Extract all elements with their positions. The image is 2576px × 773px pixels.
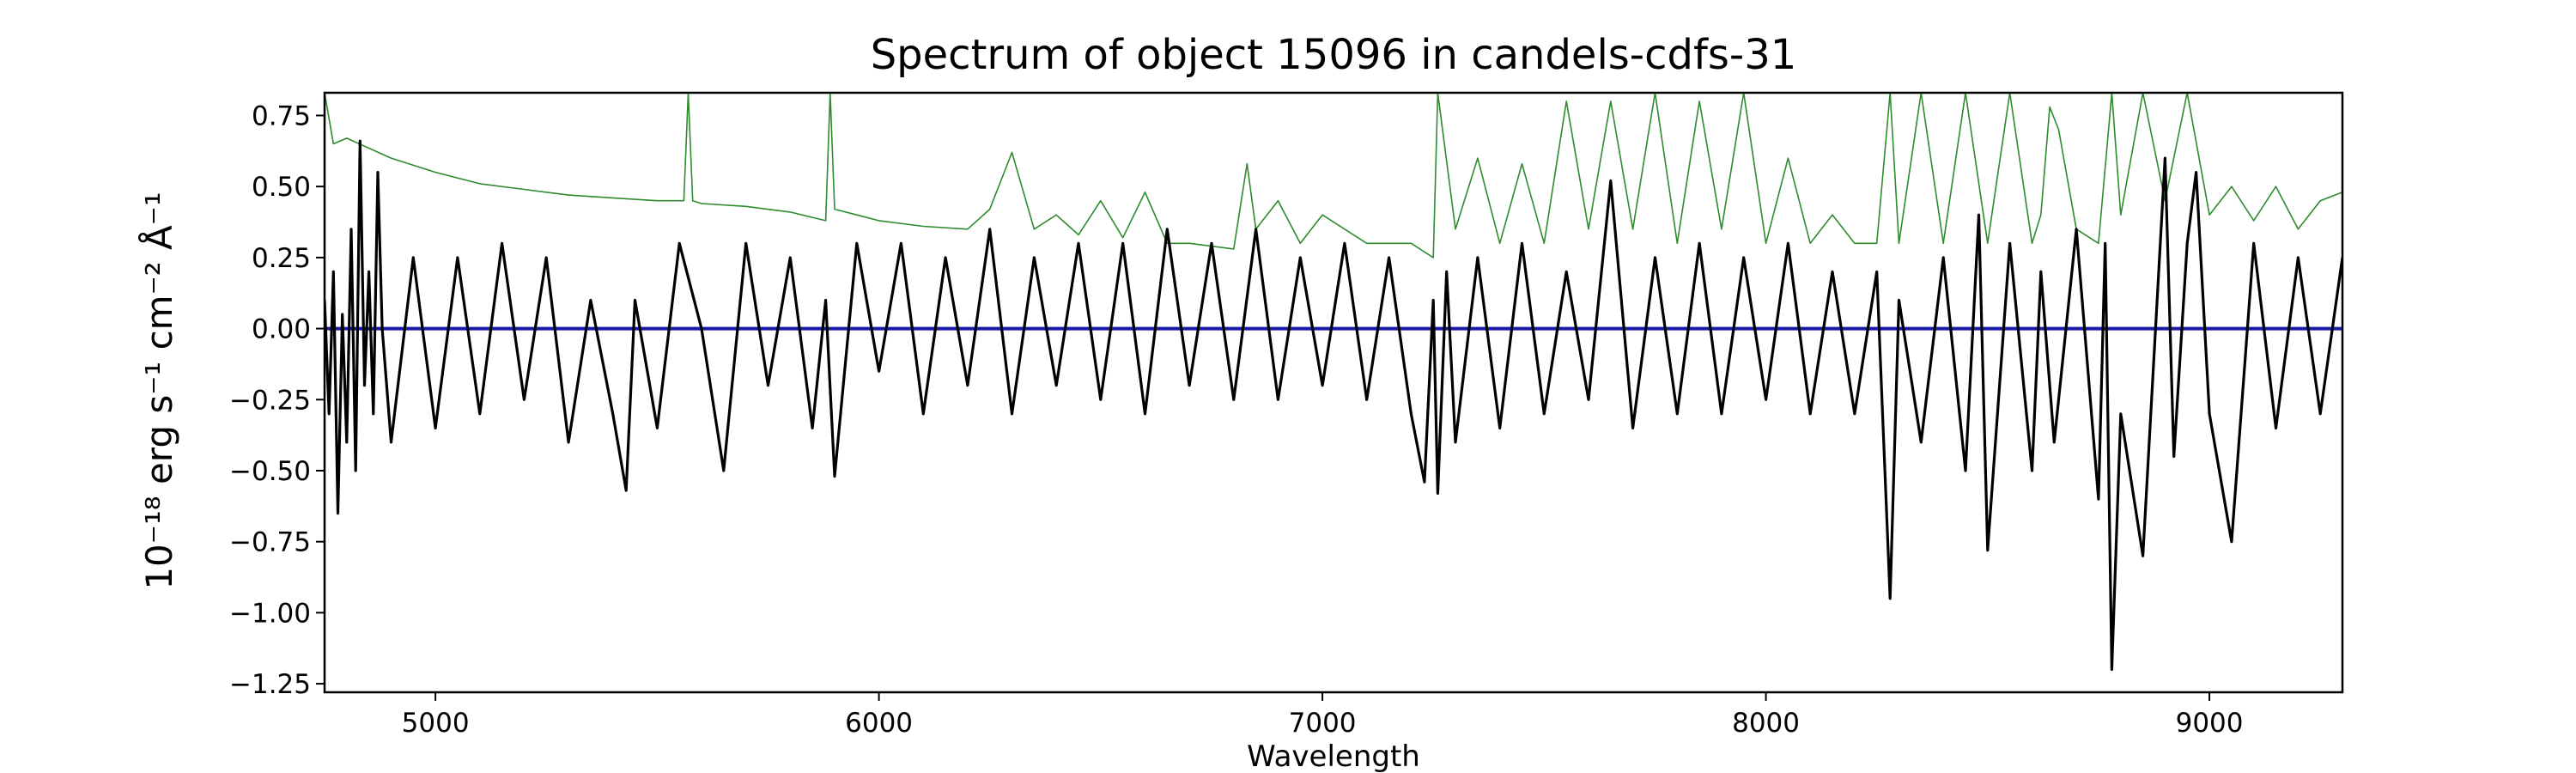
x-tick-label: 9000 xyxy=(2176,708,2244,739)
y-tick-label: 0.25 xyxy=(252,243,311,274)
chart-title: Spectrum of object 15096 in candels-cdfs… xyxy=(871,31,1797,79)
y-tick-label: −1.25 xyxy=(229,669,311,700)
y-tick-label: 0.00 xyxy=(252,314,311,345)
y-tick-label: −1.00 xyxy=(229,598,311,629)
x-tick-label: 7000 xyxy=(1289,708,1357,739)
y-tick-label: −0.75 xyxy=(229,527,311,558)
flux-series-line xyxy=(325,139,2342,672)
x-axis: 5000 6000 7000 8000 9000 xyxy=(402,692,2244,739)
x-tick-label: 5000 xyxy=(402,708,470,739)
y-axis: 0.75 0.50 0.25 0.00 −0.25 −0.50 −0.75 −1.00 −1.2… xyxy=(229,100,325,700)
plot-area xyxy=(325,93,2342,672)
y-tick-label: 0.75 xyxy=(252,100,311,131)
x-tick-label: 8000 xyxy=(1732,708,1800,739)
y-tick-label: −0.25 xyxy=(229,385,311,416)
y-tick-label: 0.50 xyxy=(252,172,311,203)
y-axis-label: 10⁻¹⁸ erg s⁻¹ cm⁻² Å⁻¹ xyxy=(137,192,180,589)
plot-frame xyxy=(323,91,2344,694)
x-axis-label: Wavelength xyxy=(1247,740,1420,773)
error-series-line xyxy=(325,93,2342,259)
y-tick-label: −0.50 xyxy=(229,456,311,487)
x-tick-label: 6000 xyxy=(845,708,913,739)
